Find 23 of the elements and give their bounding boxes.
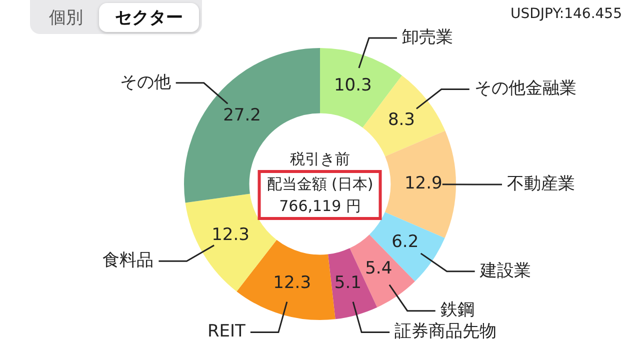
outline-box: 配当金額 (日本) 766,119 円 (258, 170, 382, 220)
data-label: 27.2 (223, 106, 261, 126)
text: 税引き前 (289, 149, 351, 170)
slice-label: REIT (207, 322, 246, 342)
slice-label: 鉄鋼 (440, 300, 474, 320)
data-label: 6.2 (392, 232, 419, 252)
data-label: 8.3 (388, 110, 415, 130)
slice-label: 証券商品先物 (394, 322, 497, 342)
text: 個別 (48, 6, 84, 30)
data-label: 12.9 (404, 174, 442, 194)
data-label: 10.3 (334, 75, 372, 96)
text: USDJPY:146.455 (510, 6, 622, 22)
data-label: 12.3 (212, 225, 250, 246)
slice-label: 建設業 (478, 260, 531, 281)
slice-label: その他金融業 (474, 78, 576, 99)
slice-label: 不動産業 (507, 174, 575, 194)
data-label: 5.1 (334, 272, 362, 293)
text: セクター (99, 2, 199, 32)
slice-label: 食料品 (102, 250, 154, 271)
slice-label: その他 (120, 72, 171, 92)
slice-label: 卸売業 (402, 27, 453, 48)
data-label: 5.4 (365, 258, 392, 279)
data-label: 12.3 (273, 272, 312, 293)
